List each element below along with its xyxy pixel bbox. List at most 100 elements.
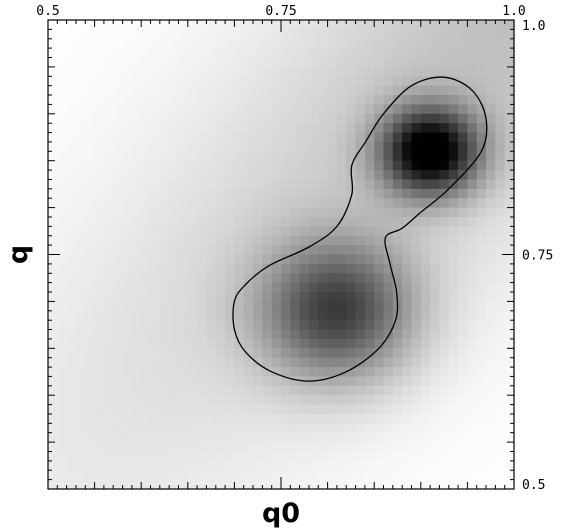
heatmap-cell [458,470,468,481]
heatmap-cell [113,226,124,237]
heatmap-cell [392,404,403,415]
heatmap-cell [271,57,282,68]
heatmap-cell [467,20,478,30]
heatmap-cell [495,338,506,349]
heatmap-cell [141,413,152,424]
heatmap-cell [355,141,366,152]
heatmap-cell [392,170,403,181]
heatmap-cell [271,432,282,443]
heatmap-cell [131,245,142,256]
heatmap-cell [299,85,310,96]
heatmap-cell [234,48,245,59]
heatmap-cell [178,113,189,124]
heatmap-cell [271,95,282,106]
heatmap-cell [103,207,114,218]
heatmap-cell [346,207,357,218]
heatmap-cell [187,132,198,143]
heatmap-cell [178,470,189,481]
heatmap-cell [215,320,226,331]
heatmap-cell [253,329,263,340]
heatmap-cell [448,170,459,181]
heatmap-cell [495,132,506,143]
heatmap-cell [57,48,68,59]
heatmap-cell [448,338,459,349]
heatmap-cell [336,301,347,312]
heatmap-cell [495,226,506,237]
heatmap-cell [420,329,431,340]
heatmap-cell [187,376,198,387]
heatmap-cell [420,216,431,227]
heatmap-cell [336,263,347,274]
heatmap-cell [187,188,198,199]
heatmap-cell [476,104,487,115]
heatmap-cell [383,245,394,256]
heatmap-cell [48,216,58,227]
heatmap-cell [94,404,105,415]
heatmap-cell [141,170,152,181]
heatmap-cell [374,404,385,415]
heatmap-cell [318,38,329,49]
y-tick-label: 1.0 [522,19,545,34]
heatmap-cell [346,479,357,490]
heatmap-cell [355,292,366,302]
heatmap-cell [141,188,152,199]
heatmap-cell [364,310,375,321]
heatmap-cell [402,198,413,209]
heatmap-cell [122,235,133,246]
heatmap-cell [141,160,152,171]
heatmap-cell [364,57,375,68]
heatmap-cell [48,20,58,30]
heatmap-cell [103,413,114,424]
heatmap-cell [225,470,235,481]
heatmap-cell [290,38,301,49]
heatmap-cell [66,329,77,340]
heatmap-cell [75,160,86,171]
heatmap-cell [504,460,515,471]
heatmap-cell [113,123,124,134]
heatmap-cell [178,66,189,77]
heatmap-cell [234,395,245,406]
heatmap-cell [364,151,375,162]
heatmap-cell [197,282,208,293]
heatmap-cell [234,301,245,312]
heatmap-cell [48,141,58,152]
heatmap-cell [103,348,114,359]
heatmap-cell [94,179,105,190]
heatmap-cell [225,413,235,424]
heatmap-cell [75,235,86,246]
heatmap-cell [420,460,431,471]
heatmap-cell [308,413,319,424]
heatmap-cell [504,132,515,143]
heatmap-cell [271,357,282,368]
heatmap-cell [113,451,124,462]
heatmap-cell [299,170,310,181]
heatmap-cell [141,470,152,481]
heatmap-cell [113,329,124,340]
heatmap-cell [448,141,459,152]
heatmap-cell [290,235,301,246]
heatmap-cell [281,188,291,199]
heatmap-cell [122,151,133,162]
tick-labels: 0.5 0.75 1.01.00.750.5 [36,4,553,493]
heatmap-cell [113,348,124,359]
heatmap-cell [299,151,310,162]
heatmap-cell [299,235,310,246]
heatmap-cell [187,76,198,87]
heatmap-cell [271,470,282,481]
heatmap-cell [262,132,273,143]
heatmap-cell [262,151,273,162]
heatmap-cell [420,479,431,490]
heatmap-cell [187,123,198,134]
heatmap-cell [131,470,142,481]
heatmap-cell [364,385,375,396]
heatmap-cell [94,451,105,462]
heatmap-cell [150,151,161,162]
heatmap-cell [476,132,487,143]
heatmap-cell [57,329,68,340]
heatmap-cell [402,292,413,302]
heatmap-cell [178,20,189,30]
heatmap-cell [439,245,450,256]
heatmap-cell [234,348,245,359]
heatmap-cell [75,170,86,181]
heatmap-cell [122,404,133,415]
